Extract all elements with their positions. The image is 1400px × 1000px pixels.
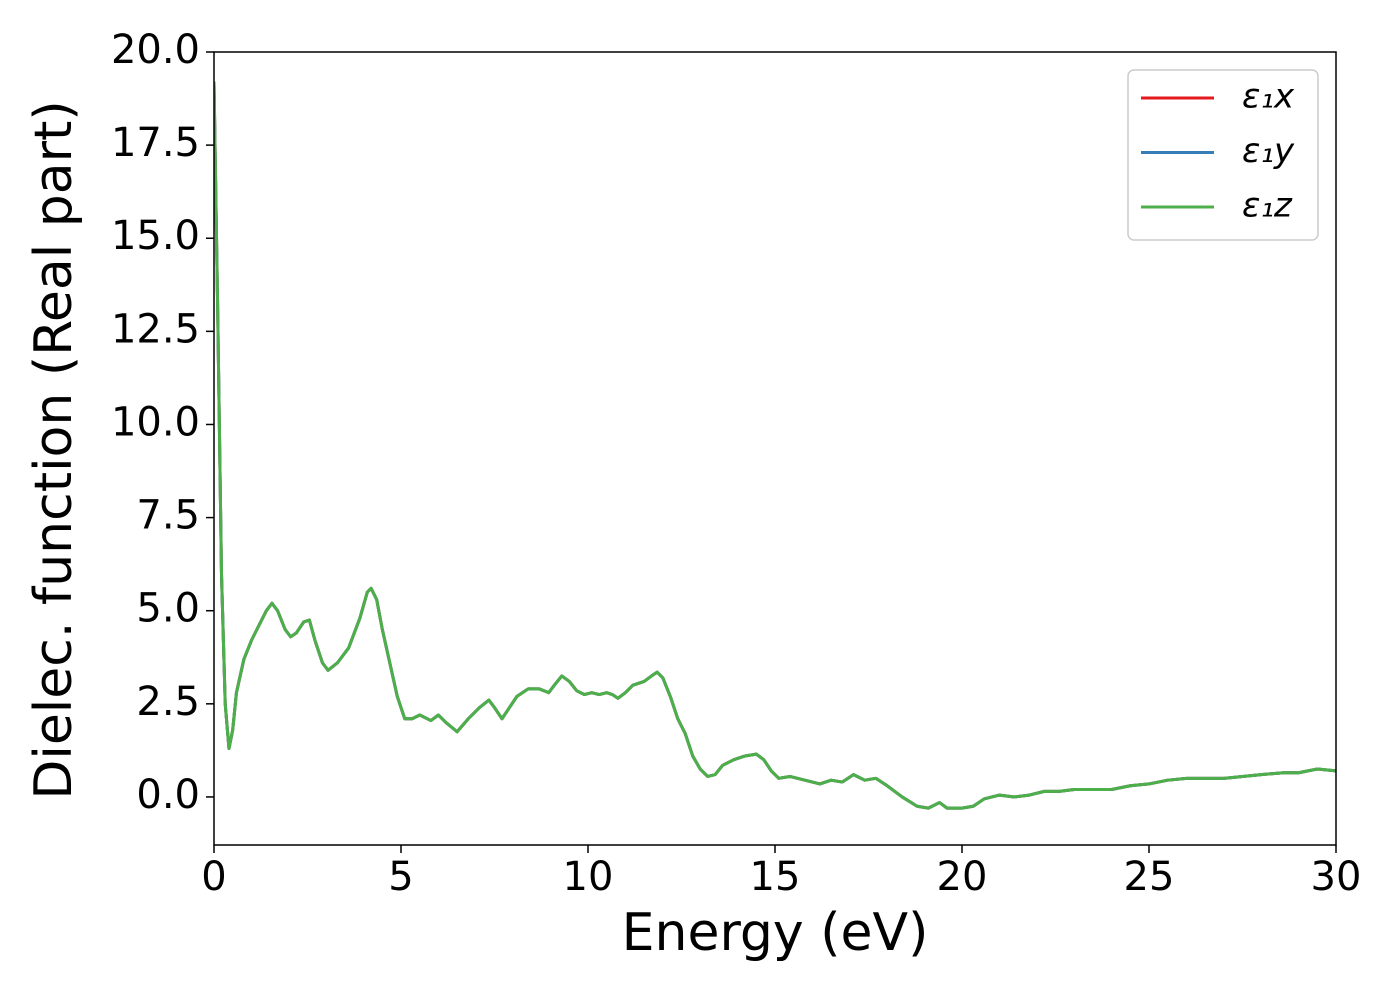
plot-frame <box>213 51 1337 846</box>
y-tick-label: 7.5 <box>136 493 200 539</box>
x-axis-label: Energy (eV) <box>622 903 929 963</box>
x-tick-label: 25 <box>1124 854 1175 900</box>
y-tick-label: 10.0 <box>111 399 200 445</box>
x-tick-label: 30 <box>1311 854 1362 900</box>
x-tick-label: 20 <box>937 854 988 900</box>
legend-label: ε₁x <box>1242 77 1295 117</box>
x-tick-label: 15 <box>750 854 801 900</box>
y-tick-label: 2.5 <box>136 679 200 725</box>
y-tick-label: 20.0 <box>111 27 200 73</box>
y-tick-label: 5.0 <box>136 586 200 632</box>
legend-label: ε₁z <box>1242 186 1293 226</box>
legend-label: ε₁y <box>1242 131 1295 171</box>
y-tick-label: 15.0 <box>111 213 200 259</box>
x-tick-label: 10 <box>563 854 614 900</box>
y-tick-label: 0.0 <box>136 772 200 818</box>
data-line <box>214 81 1336 810</box>
y-axis-label: Dielec. function (Real part) <box>24 100 84 799</box>
y-tick-label: 12.5 <box>111 306 200 352</box>
x-tick-label: 5 <box>388 854 413 900</box>
legend-box <box>1127 69 1319 241</box>
y-tick-label: 17.5 <box>111 120 200 166</box>
x-tick-label: 0 <box>201 854 226 900</box>
